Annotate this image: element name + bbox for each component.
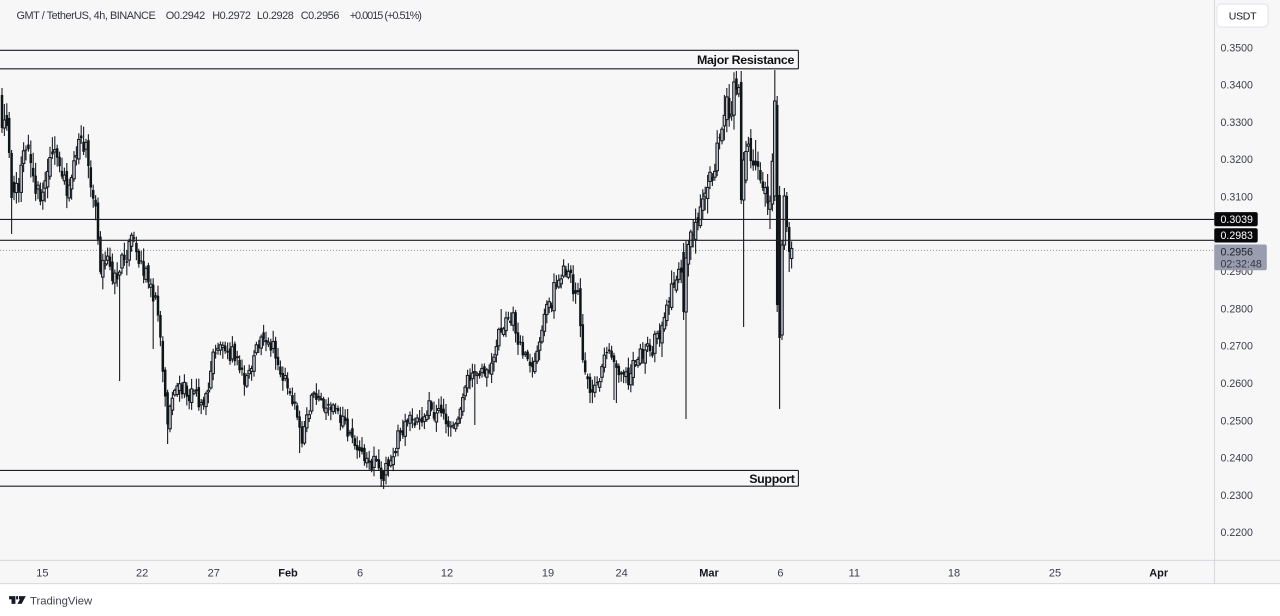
svg-text:0.2983: 0.2983 [1221,230,1254,242]
svg-text:L0.2928: L0.2928 [257,10,294,22]
svg-text:0.3100: 0.3100 [1221,192,1254,204]
svg-text:22: 22 [136,568,148,580]
svg-text:C0.2956: C0.2956 [301,10,340,22]
svg-text:0.3039: 0.3039 [1221,214,1254,226]
svg-text:H0.2972: H0.2972 [212,10,251,22]
svg-text:O0.2942: O0.2942 [166,10,205,22]
svg-text:TradingView: TradingView [30,595,93,607]
svg-text:Major Resistance: Major Resistance [697,53,795,67]
svg-text:27: 27 [208,568,220,580]
svg-text:Support: Support [749,472,795,486]
svg-text:11: 11 [849,568,860,580]
svg-text:0.2956: 0.2956 [1221,246,1254,258]
svg-text:0.2300: 0.2300 [1221,490,1254,502]
svg-text:0.3300: 0.3300 [1221,117,1254,129]
svg-text:18: 18 [948,568,960,580]
svg-text:0.2400: 0.2400 [1221,453,1254,465]
svg-text:Apr: Apr [1149,568,1169,580]
svg-text:15: 15 [36,568,48,580]
svg-text:02:32:48: 02:32:48 [1221,259,1262,271]
svg-text:6: 6 [357,568,363,580]
svg-text:USDT: USDT [1229,10,1257,22]
svg-text:0.3500: 0.3500 [1221,42,1254,54]
svg-text:GMT / TetherUS, 4h, BINANCE: GMT / TetherUS, 4h, BINANCE [17,10,156,22]
svg-text:24: 24 [615,568,627,580]
svg-text:19: 19 [542,568,554,580]
svg-text:0.2800: 0.2800 [1221,303,1254,315]
svg-text:Mar: Mar [699,568,719,580]
svg-text:6: 6 [777,568,783,580]
svg-text:25: 25 [1049,568,1061,580]
svg-text:+0.0015 (+0.51%): +0.0015 (+0.51%) [350,10,422,22]
svg-text:Feb: Feb [278,568,298,580]
svg-text:12: 12 [441,568,453,580]
svg-text:0.2200: 0.2200 [1221,527,1254,539]
svg-text:0.2600: 0.2600 [1221,378,1254,390]
svg-text:0.3200: 0.3200 [1221,154,1254,166]
svg-text:0.2700: 0.2700 [1221,341,1254,353]
svg-text:0.2500: 0.2500 [1221,415,1254,427]
svg-text:0.3400: 0.3400 [1221,80,1254,92]
